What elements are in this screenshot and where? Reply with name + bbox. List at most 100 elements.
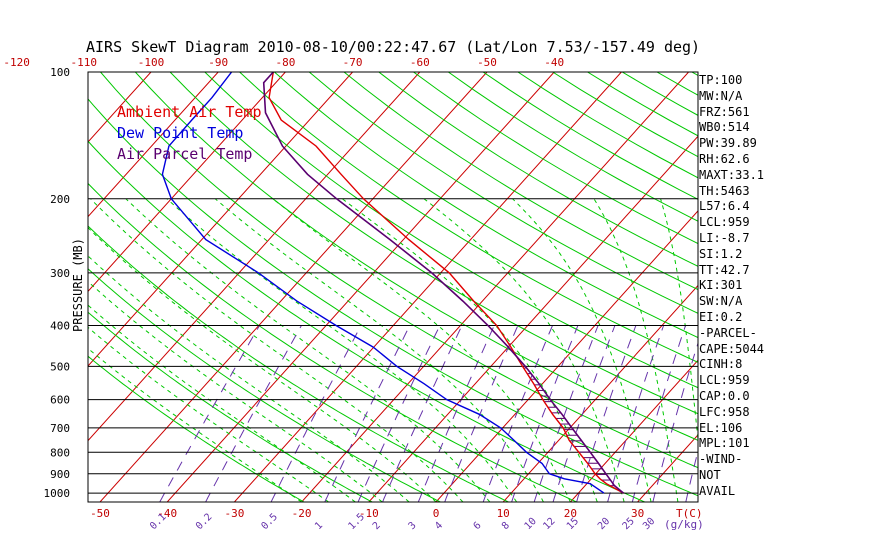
bottom-temp-tick-label: 30 bbox=[631, 507, 644, 520]
parcel-temp-profile-line bbox=[262, 72, 625, 494]
dry-adiabat-line bbox=[343, 72, 698, 291]
moist-adiabat-line bbox=[125, 198, 491, 502]
pressure-tick-label: 700 bbox=[50, 422, 70, 435]
pressure-tick-label: 900 bbox=[50, 468, 70, 481]
pressure-tick-label: 200 bbox=[50, 193, 70, 206]
dry-adiabat-line bbox=[204, 72, 698, 389]
stability-index-item: CAP:0.0 bbox=[699, 388, 750, 403]
moist-adiabat-line bbox=[88, 255, 410, 502]
dry-adiabat-line bbox=[308, 72, 698, 314]
dry-adiabat-line bbox=[239, 72, 698, 363]
pressure-tick-label: 500 bbox=[50, 360, 70, 373]
pressure-tick-label: 400 bbox=[50, 320, 70, 333]
top-temp-tick-label: -110 bbox=[71, 56, 98, 69]
mixing-ratio-tick-label: 20 bbox=[596, 516, 612, 532]
dry-adiabat-line bbox=[378, 72, 698, 267]
top-temp-tick-label: -50 bbox=[477, 56, 497, 69]
dry-adiabat-line bbox=[88, 98, 698, 497]
stability-index-item: FRZ:561 bbox=[699, 104, 750, 119]
dry-adiabat-line bbox=[88, 182, 577, 502]
top-temp-tick-label: -120 bbox=[3, 56, 30, 69]
plot-area bbox=[0, 72, 698, 502]
top-temp-tick-label: -80 bbox=[275, 56, 295, 69]
bottom-temp-tick-label: -30 bbox=[224, 507, 244, 520]
isotherm-line bbox=[0, 72, 17, 502]
mixing-ratio-line bbox=[482, 325, 553, 502]
mixing-ratio-tick-label: 4 bbox=[433, 520, 445, 532]
dry-adiabat-line bbox=[88, 268, 441, 502]
bottom-temp-tick-label: -10 bbox=[359, 507, 379, 520]
stability-index-item: AVAIL bbox=[699, 483, 736, 498]
top-temp-tick-label: -60 bbox=[410, 56, 430, 69]
moist-adiabat-line bbox=[272, 198, 571, 502]
plot-frame bbox=[87, 71, 699, 503]
stability-index-item: TT:42.7 bbox=[699, 262, 750, 277]
pressure-tick-label: 1000 bbox=[44, 487, 71, 500]
moist-adiabat-line bbox=[593, 198, 679, 502]
stability-index-item: WB0:514 bbox=[699, 120, 750, 135]
moist-adiabat-line bbox=[88, 280, 383, 502]
mixing-ratio-line bbox=[631, 325, 686, 502]
isotherm-line bbox=[502, 284, 698, 502]
top-temp-tick-label: -100 bbox=[138, 56, 165, 69]
y-axis-label: PRESSURE (MB) bbox=[71, 238, 85, 332]
mixing-ratio-line bbox=[444, 325, 519, 502]
pressure-tick-label: 600 bbox=[50, 394, 70, 407]
isotherm-line bbox=[88, 72, 219, 218]
moist-adiabat-line bbox=[423, 198, 625, 502]
chart-title: AIRS SkewT Diagram 2010-08-10/00:22:47.6… bbox=[86, 38, 700, 56]
stability-index-item: CINH:8 bbox=[699, 357, 743, 372]
legend-parcel: Air Parcel Temp bbox=[117, 145, 252, 163]
stability-index-item: EL:106 bbox=[699, 420, 743, 435]
legend-ambient: Ambient Air Temp bbox=[117, 103, 262, 121]
stability-index-item: L57:6.4 bbox=[699, 199, 750, 214]
bottom-temp-tick-label: -50 bbox=[90, 507, 110, 520]
moist-adiabat-line bbox=[166, 198, 518, 502]
isotherm-line bbox=[99, 72, 488, 502]
bottom-temp-tick-label: -20 bbox=[292, 507, 312, 520]
mixing-ratio-tick-label: 3 bbox=[407, 520, 419, 532]
mixing-ratio-tick-label: 8 bbox=[500, 520, 512, 532]
pressure-tick-label: 800 bbox=[50, 446, 70, 459]
ambient-temp-profile-line bbox=[268, 72, 624, 494]
mixing-ratio-tick-label: 6 bbox=[472, 520, 484, 532]
legend: Ambient Air Temp Dew Point Temp Air Parc… bbox=[117, 103, 262, 163]
mixing-ratio-line bbox=[417, 325, 495, 502]
stability-index-item: LFC:958 bbox=[699, 404, 750, 419]
stability-index-item: MPL:101 bbox=[699, 436, 750, 451]
mixing-ratio-unit-label: (g/kg) bbox=[664, 518, 704, 531]
dry-adiabat-line bbox=[88, 225, 509, 502]
mixing-ratio-tick-label: 1 bbox=[313, 520, 325, 532]
mixing-ratio-tick-label: 10 bbox=[523, 516, 539, 532]
bottom-temp-tick-label: 20 bbox=[564, 507, 577, 520]
stability-index-item: MW:N/A bbox=[699, 88, 743, 103]
stability-index-item: -PARCEL- bbox=[699, 325, 757, 340]
isotherm-line bbox=[570, 359, 698, 502]
isotherm-line bbox=[88, 72, 286, 293]
stability-index-item: NOT bbox=[699, 467, 721, 482]
bottom-temp-tick-label: 0 bbox=[433, 507, 440, 520]
moist-adiabat-line bbox=[90, 198, 464, 502]
mixing-ratio-line bbox=[270, 325, 362, 502]
dewpoint-profile-line bbox=[161, 72, 605, 494]
isotherm-line bbox=[368, 135, 698, 502]
mixing-ratio-tick-label: 0.5 bbox=[259, 512, 280, 533]
stability-index-item: LI:-8.7 bbox=[699, 230, 750, 245]
dry-adiabat-line bbox=[100, 72, 698, 469]
mixing-ratio-line bbox=[607, 325, 665, 502]
top-temp-tick-label: -70 bbox=[343, 56, 363, 69]
stability-index-item: KI:301 bbox=[699, 278, 743, 293]
mixing-ratio-line bbox=[533, 325, 599, 502]
mixing-ratio-line bbox=[511, 325, 579, 502]
bottom-temp-tick-label: 10 bbox=[497, 507, 510, 520]
moist-adiabat-line bbox=[512, 198, 652, 502]
stability-index-item: SI:1.2 bbox=[699, 246, 743, 261]
pressure-tick-label: 300 bbox=[50, 267, 70, 280]
stability-index-item: MAXT:33.1 bbox=[699, 167, 765, 182]
dry-adiabat-line bbox=[169, 72, 698, 415]
dry-adiabat-line bbox=[134, 72, 698, 441]
stability-index-item: SW:N/A bbox=[699, 294, 743, 309]
top-temp-tick-label: -90 bbox=[208, 56, 228, 69]
dry-adiabat-line bbox=[88, 140, 645, 502]
dry-adiabat-line bbox=[88, 311, 373, 502]
